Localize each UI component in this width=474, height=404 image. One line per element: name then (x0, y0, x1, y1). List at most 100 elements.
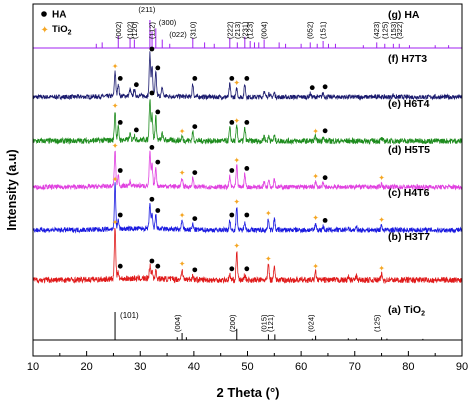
ha-peak-marker (149, 196, 155, 202)
series-label-d-h5t5: (d) H5T5 (388, 144, 430, 156)
ha-peak-marker (244, 120, 250, 125)
hkl-annotations: (002) (102)(120) (211) (112) (300) (022) (310)… (114, 5, 404, 332)
ha-peak-marker (322, 84, 328, 90)
ha-hkl-label: (153) (389, 21, 398, 39)
tio2-peak-marker: ✦ (312, 172, 319, 181)
ha-hkl-label: (231) (240, 21, 249, 39)
tio2-hkl-label: (101) (120, 311, 139, 320)
tio2-peak-marker: ✦ (312, 127, 319, 136)
x-tick-label: 40 (188, 361, 200, 373)
x-axis-title: 2 Theta (°) (217, 385, 280, 400)
reference-patterns (33, 20, 462, 341)
ha-peak-marker (229, 168, 235, 173)
x-axis-ticks: 10 20 30 40 50 60 70 80 90 (27, 351, 468, 373)
ha-peak-marker (244, 76, 250, 81)
legend-marker-tio2: ✦ (41, 25, 49, 36)
series-line-d-h5t5 (32, 150, 463, 191)
ha-peak-marker (155, 109, 161, 115)
ha-peak-marker (192, 170, 198, 176)
ha-peak-marker (229, 120, 235, 125)
legend-label-ha: HA (52, 10, 66, 21)
tio2-peak-marker: ✦ (179, 127, 186, 136)
series-label-g-ha: (g) HA (388, 9, 420, 21)
ha-hkl-label: (125) (380, 21, 389, 39)
x-tick-label: 60 (295, 361, 307, 373)
tio2-peak-marker: ✦ (179, 211, 186, 220)
series-label-b-h3t7: (b) H3T7 (388, 231, 430, 243)
series-line-e-h6t4 (32, 99, 463, 146)
ha-peak-marker (192, 76, 198, 81)
x-tick-label: 70 (349, 361, 361, 373)
x-tick-label: 90 (456, 361, 468, 373)
ha-hkl-label: (423) (372, 21, 381, 39)
tio2-peak-marker: ✦ (179, 169, 186, 178)
series-label-c-h4t6: (c) H4T6 (388, 187, 430, 199)
ha-hkl-label: (120) (130, 21, 139, 39)
tio2-peak-marker: ✦ (112, 102, 119, 111)
ha-peak-marker (309, 85, 315, 91)
legend: HA ✦ TiO2 (41, 10, 72, 37)
ha-peak-marker (322, 175, 328, 181)
ha-hkl-label: (211) (138, 5, 155, 14)
tio2-peak-marker: ✦ (233, 241, 240, 250)
legend-label-tio2: TiO2 (52, 24, 72, 37)
tio2-peak-marker: ✦ (233, 156, 240, 165)
ha-peak-marker (244, 212, 250, 218)
tio2-peak-marker: ✦ (179, 260, 186, 269)
ha-peak-marker (192, 216, 198, 222)
tio2-peak-marker: ✦ (112, 175, 119, 184)
tio2-peak-marker: ✦ (265, 209, 272, 218)
ha-peak-marker (155, 208, 161, 213)
ha-peak-marker (192, 124, 198, 129)
ha-hkl-label: (151) (319, 21, 328, 39)
tio2-peak-marker: ✦ (112, 141, 119, 150)
y-axis-title: Intensity (a.u) (5, 149, 19, 230)
ha-hkl-label: (102) (126, 21, 135, 39)
ha-peak-marker (155, 65, 161, 71)
tio2-peak-marker: ✦ (312, 262, 319, 271)
ha-peak-marker (149, 258, 155, 264)
tio2-hkl-label: (015) (259, 314, 268, 332)
ha-peak-marker (133, 127, 139, 133)
ha-peak-marker (192, 267, 198, 273)
tio2-peak-marker: ✦ (312, 213, 319, 222)
tio2-peak-marker: ✦ (112, 218, 119, 227)
series-lines (32, 51, 463, 285)
ha-hkl-label: (052) (306, 21, 315, 39)
ha-peak-marker (117, 263, 123, 269)
ha-peak-marker (117, 120, 123, 125)
ha-peak-marker (322, 218, 328, 223)
x-tick-label: 80 (402, 361, 414, 373)
ha-hkl-label: (123) (246, 21, 255, 39)
series-labels: (g) HA (f) H7T3 (e) H6T4 (d) H5T5 (c) H4T6 (b… (388, 9, 430, 318)
legend-marker-ha (41, 11, 47, 17)
series-label-f-h7t3: (f) H7T3 (388, 53, 427, 65)
tio2-peak-marker: ✦ (233, 79, 240, 88)
tio2-peak-marker: ✦ (112, 62, 119, 71)
tio2-hkl-label: (125) (373, 314, 382, 332)
tio2-hkl-label: (004) (173, 314, 182, 332)
ha-hkl-label: (300) (159, 18, 177, 27)
ha-hkl-label: (022) (169, 30, 187, 39)
ha-hkl-label: (002) (114, 21, 123, 39)
ha-hkl-label: (222) (225, 21, 234, 39)
ha-peak-marker (149, 90, 155, 96)
tio2-hkl-label: (121) (266, 314, 275, 332)
tio2-peak-marker: ✦ (233, 198, 240, 207)
tio2-peak-marker: ✦ (265, 254, 272, 263)
x-tick-label: 10 (27, 361, 39, 373)
ha-peak-marker (149, 46, 155, 52)
x-tick-label: 20 (81, 361, 93, 373)
x-tick-label: 50 (241, 361, 253, 373)
ha-peak-marker (244, 166, 250, 171)
ha-peak-marker (229, 266, 235, 272)
series-line-c-h4t6 (32, 182, 463, 234)
x-tick-label: 30 (134, 361, 146, 373)
ha-hkl-label: (310) (188, 21, 197, 39)
series-label-a-tio: (a) TiO2 (388, 304, 425, 318)
ha-peak-marker (133, 82, 139, 88)
ha-peak-marker (229, 76, 235, 81)
ha-hkl-label: (213) (233, 21, 242, 39)
tio2-peak-marker: ✦ (233, 116, 240, 125)
